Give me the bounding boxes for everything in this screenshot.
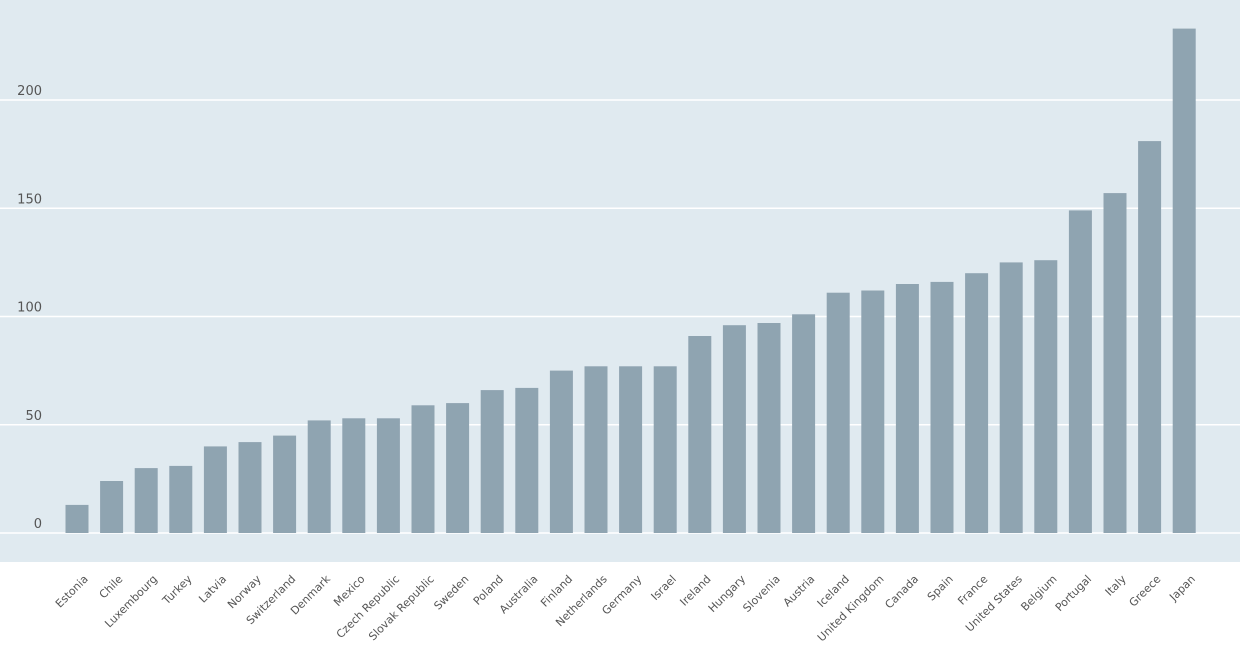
bar-czech-republic: [376, 418, 400, 533]
bar-germany: [619, 366, 643, 533]
bars: [65, 28, 1196, 533]
x-tick-label-greece: Greece: [1126, 572, 1163, 609]
x-tick-label-latvia: Latvia: [196, 573, 229, 606]
bar-japan: [1172, 28, 1196, 533]
bar-australia: [515, 387, 539, 533]
bar-slovenia: [757, 323, 781, 533]
bar-iceland: [826, 292, 850, 533]
bar-portugal: [1068, 210, 1092, 533]
x-tick-label-japan: Japan: [1166, 573, 1198, 605]
bar-austria: [792, 314, 816, 533]
bar-greece: [1138, 141, 1162, 533]
x-tick-label-austria: Austria: [781, 573, 818, 610]
x-tick-label-slovak-republic: Slovak Republic: [366, 573, 437, 644]
x-tick-label-chile: Chile: [97, 572, 126, 601]
y-tick-label-50: 50: [25, 409, 42, 424]
x-tick-label-slovenia: Slovenia: [740, 573, 782, 615]
x-tick-label-canada: Canada: [882, 573, 921, 612]
bar-denmark: [307, 420, 331, 533]
x-tick-label-spain: Spain: [925, 573, 956, 604]
x-tick-label-australia: Australia: [497, 573, 541, 617]
bar-netherlands: [584, 366, 608, 533]
y-tick-label-150: 150: [17, 192, 42, 207]
y-tick-label-200: 200: [17, 84, 42, 99]
bar-belgium: [1034, 260, 1058, 533]
bar-italy: [1103, 193, 1127, 533]
bar-united-states: [999, 262, 1023, 533]
y-tick-label-0: 0: [34, 517, 42, 532]
x-tick-label-belgium: Belgium: [1018, 573, 1059, 614]
bar-hungary: [722, 325, 746, 533]
bar-ireland: [688, 336, 712, 533]
bar-finland: [549, 370, 573, 533]
bar-latvia: [203, 446, 227, 533]
x-tick-label-estonia: Estonia: [53, 573, 91, 611]
bar-mexico: [342, 418, 366, 533]
bar-spain: [930, 281, 954, 533]
bar-france: [965, 273, 989, 533]
x-tick-label-israel: Israel: [649, 573, 679, 603]
y-axis-ticks: 0 50 100 150 200: [17, 84, 42, 532]
bar-israel: [653, 366, 677, 533]
bar-canada: [895, 284, 919, 533]
bar-poland: [480, 390, 504, 533]
bar-chile: [100, 481, 124, 533]
bar-sweden: [446, 403, 470, 533]
bar-united-kingdom: [861, 290, 885, 533]
x-tick-label-turkey: Turkey: [159, 572, 195, 608]
bar-luxembourg: [134, 468, 158, 533]
x-tick-label-united-kingdom: United Kingdom: [815, 573, 887, 645]
x-tick-label-portugal: Portugal: [1053, 573, 1094, 614]
x-tick-label-sweden: Sweden: [431, 573, 471, 613]
bar-turkey: [169, 465, 193, 533]
bar-estonia: [65, 504, 89, 533]
x-tick-label-italy: Italy: [1103, 572, 1129, 598]
bar-slovak-republic: [411, 405, 435, 533]
bar-norway: [238, 442, 262, 533]
bar-switzerland: [273, 435, 297, 533]
x-tick-label-czech-republic: Czech Republic: [334, 573, 402, 641]
y-tick-label-100: 100: [17, 301, 42, 316]
